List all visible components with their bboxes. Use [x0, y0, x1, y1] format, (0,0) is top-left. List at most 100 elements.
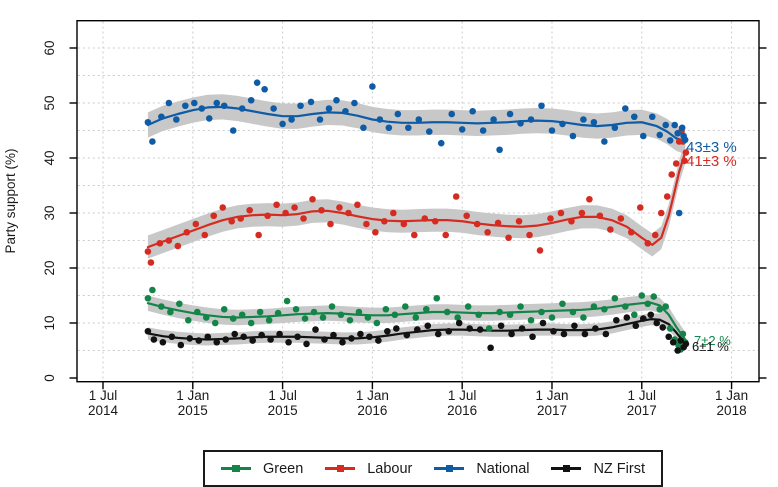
poll-point-green — [464, 303, 472, 310]
poll-point-labour — [568, 217, 575, 225]
poll-point-national — [490, 116, 497, 123]
poll-point-national — [144, 118, 152, 126]
poll-point-green — [319, 314, 327, 321]
result-annotation-national: 43±3 % — [686, 139, 737, 156]
poll-point-labour — [210, 212, 218, 220]
poll-point-national — [182, 102, 189, 110]
poll-point-labour — [596, 212, 604, 220]
legend-marker-icon-labour — [325, 464, 356, 474]
poll-point-green — [391, 311, 399, 319]
poll-point-green — [622, 303, 629, 310]
poll-point-labour — [183, 228, 191, 236]
x-tick-label-day-month: 1 Jan — [535, 388, 568, 403]
poll-point-national — [559, 120, 566, 128]
poll-point-green — [185, 316, 192, 324]
poll-point-green — [355, 308, 363, 316]
poll-point-national — [580, 116, 587, 123]
poll-point-nz-first — [159, 338, 167, 346]
poll-point-national — [674, 129, 681, 137]
poll-point-labour — [627, 228, 635, 236]
poll-point-nz-first — [466, 325, 473, 332]
poll-point-national — [360, 124, 367, 132]
poll-point-labour — [421, 215, 429, 222]
poll-point-national — [190, 99, 198, 107]
poll-point-national — [205, 115, 213, 122]
poll-point-labour — [442, 231, 450, 239]
poll-point-green — [328, 303, 336, 310]
poll-point-nz-first — [258, 331, 265, 339]
y-tick-label: 10 — [42, 315, 57, 330]
x-tick-label-year: 2015 — [178, 403, 208, 418]
poll-point-nz-first — [539, 319, 547, 327]
confidence-band-labour — [147, 140, 686, 259]
poll-point-green — [485, 325, 493, 332]
poll-point-national — [569, 132, 577, 140]
poll-point-green — [382, 305, 390, 313]
poll-point-nz-first — [168, 333, 176, 341]
poll-point-green — [656, 305, 664, 313]
poll-point-nz-first — [497, 322, 505, 330]
poll-point-green — [193, 308, 201, 316]
poll-point-national — [238, 105, 246, 112]
poll-point-national — [229, 127, 237, 134]
poll-point-nz-first — [639, 315, 647, 322]
poll-point-nz-first — [529, 333, 536, 341]
legend-label-labour: Labour — [367, 460, 413, 477]
legend-point-green — [232, 464, 240, 473]
y-tick-label: 60 — [42, 40, 57, 55]
poll-point-labour — [144, 248, 152, 255]
legend-item-nz-first: NZ First — [551, 461, 645, 477]
poll-point-green — [433, 294, 441, 302]
poll-point-green — [496, 308, 503, 316]
x-tick-label-year: 2018 — [717, 403, 747, 418]
poll-point-labour — [345, 209, 352, 217]
poll-point-green — [158, 303, 165, 310]
poll-point-nz-first — [560, 330, 568, 338]
poll-point-green — [527, 316, 535, 324]
poll-point-labour — [681, 157, 688, 165]
poll-point-labour — [354, 201, 361, 209]
poll-point-national — [198, 105, 206, 112]
poll-point-national — [288, 116, 295, 123]
poll-point-labour — [505, 234, 512, 242]
poll-point-nz-first — [665, 333, 673, 341]
poll-point-labour — [291, 204, 298, 211]
poll-point-national — [448, 110, 456, 118]
poll-point-labour — [327, 220, 334, 228]
poll-point-national — [601, 138, 608, 145]
poll-point-national — [678, 124, 686, 132]
poll-point-labour — [663, 193, 671, 200]
poll-point-nz-first — [613, 316, 620, 324]
poll-point-national — [247, 96, 255, 104]
legend-point-labour — [336, 464, 345, 473]
poll-point-national — [316, 116, 324, 123]
poll-point-green — [292, 305, 300, 313]
poll-point-green — [337, 311, 345, 319]
poll-point-labour — [636, 204, 644, 211]
poll-point-nz-first — [249, 337, 256, 344]
legend-item-green: Green — [221, 461, 303, 477]
poll-point-nz-first — [602, 330, 610, 338]
poll-point-national — [279, 120, 286, 128]
result-annotation-nz-first: 6±1 % — [692, 339, 729, 354]
poll-point-green — [346, 316, 354, 324]
poll-point-nz-first — [550, 327, 557, 335]
poll-point-green — [283, 297, 291, 305]
poll-point-nz-first — [267, 336, 274, 343]
x-tick-label-day-month: 1 Jul — [268, 388, 297, 403]
poll-point-labour — [586, 195, 593, 203]
poll-point-labour — [336, 204, 343, 211]
poll-point-nz-first — [424, 322, 432, 330]
poll-point-labour — [672, 160, 680, 167]
poll-point-nz-first — [204, 333, 212, 341]
poll-point-green — [569, 308, 577, 316]
plot-border — [76, 20, 760, 383]
poll-point-labour — [273, 201, 280, 209]
poll-point-green — [167, 308, 174, 316]
poll-point-labour — [557, 209, 565, 217]
poll-point-labour — [228, 217, 236, 225]
x-tick-label-day-month: 1 Jul — [89, 388, 118, 403]
x-tick-label-year: 2014 — [88, 403, 119, 418]
poll-point-green — [475, 311, 482, 319]
poll-point-national — [213, 99, 221, 107]
